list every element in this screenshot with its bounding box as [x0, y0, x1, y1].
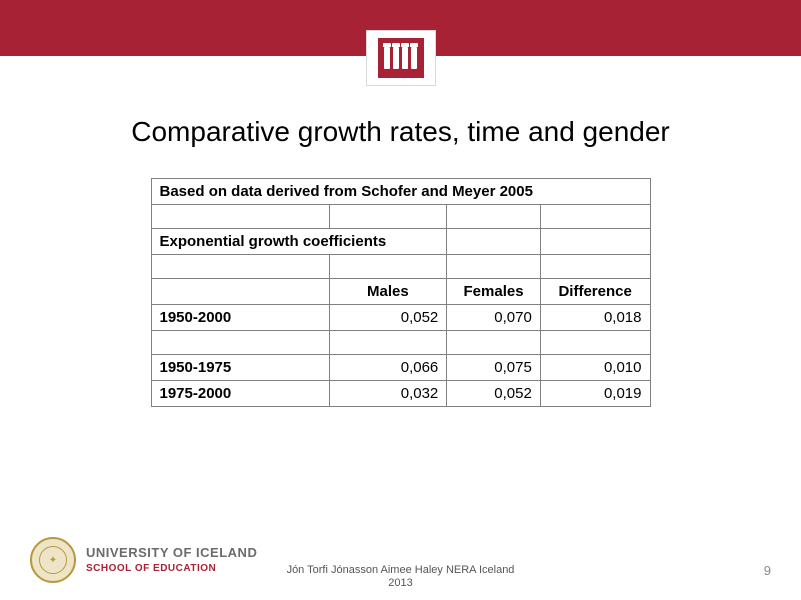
cell-males: 0,052	[329, 305, 447, 331]
school-name: SCHOOL OF EDUCATION	[86, 563, 257, 575]
university-name: UNIVERSITY OF ICELAND	[86, 546, 257, 561]
university-seal-icon: ✦	[30, 537, 76, 583]
cell-period	[151, 331, 329, 355]
col-period	[151, 279, 329, 305]
data-table-container: Based on data derived from Schofer and M…	[151, 178, 651, 407]
table-row	[151, 331, 650, 355]
cell-diff: 0,019	[540, 381, 650, 407]
table-caption-1: Based on data derived from Schofer and M…	[151, 179, 650, 205]
table-blank-row	[151, 255, 650, 279]
table-row: 1975-2000 0,032 0,052 0,019	[151, 381, 650, 407]
col-difference: Difference	[540, 279, 650, 305]
cell-diff: 0,018	[540, 305, 650, 331]
cell-period: 1975-2000	[151, 381, 329, 407]
footer-caption: Jón Torfi Jónasson Aimee Haley NERA Icel…	[287, 564, 515, 590]
cell-males: 0,066	[329, 355, 447, 381]
cell-females	[447, 331, 541, 355]
cell-period: 1950-1975	[151, 355, 329, 381]
header-logo	[366, 30, 436, 86]
cell-males	[329, 331, 447, 355]
university-text: UNIVERSITY OF ICELAND SCHOOL OF EDUCATIO…	[86, 546, 257, 574]
col-females: Females	[447, 279, 541, 305]
table-header-row: Males Females Difference	[151, 279, 650, 305]
slide-title: Comparative growth rates, time and gende…	[0, 116, 801, 148]
page-number: 9	[764, 563, 771, 578]
table-caption-2: Exponential growth coefficients	[151, 229, 447, 255]
header-bar	[0, 0, 801, 56]
pillars-icon	[378, 38, 424, 78]
cell-females: 0,052	[447, 381, 541, 407]
footer-caption-line1: Jón Torfi Jónasson Aimee Haley NERA Icel…	[287, 564, 515, 577]
col-males: Males	[329, 279, 447, 305]
cell-females: 0,070	[447, 305, 541, 331]
cell-males: 0,032	[329, 381, 447, 407]
data-table: Based on data derived from Schofer and M…	[151, 178, 651, 407]
table-row: 1950-1975 0,066 0,075 0,010	[151, 355, 650, 381]
cell-diff: 0,010	[540, 355, 650, 381]
cell-diff	[540, 331, 650, 355]
footer: ✦ UNIVERSITY OF ICELAND SCHOOL OF EDUCAT…	[0, 520, 801, 600]
university-branding: ✦ UNIVERSITY OF ICELAND SCHOOL OF EDUCAT…	[30, 537, 257, 583]
table-subcaption-row: Exponential growth coefficients	[151, 229, 650, 255]
table-blank-row	[151, 205, 650, 229]
footer-caption-line2: 2013	[287, 577, 515, 590]
cell-period: 1950-2000	[151, 305, 329, 331]
table-caption-row: Based on data derived from Schofer and M…	[151, 179, 650, 205]
cell-females: 0,075	[447, 355, 541, 381]
table-row: 1950-2000 0,052 0,070 0,018	[151, 305, 650, 331]
